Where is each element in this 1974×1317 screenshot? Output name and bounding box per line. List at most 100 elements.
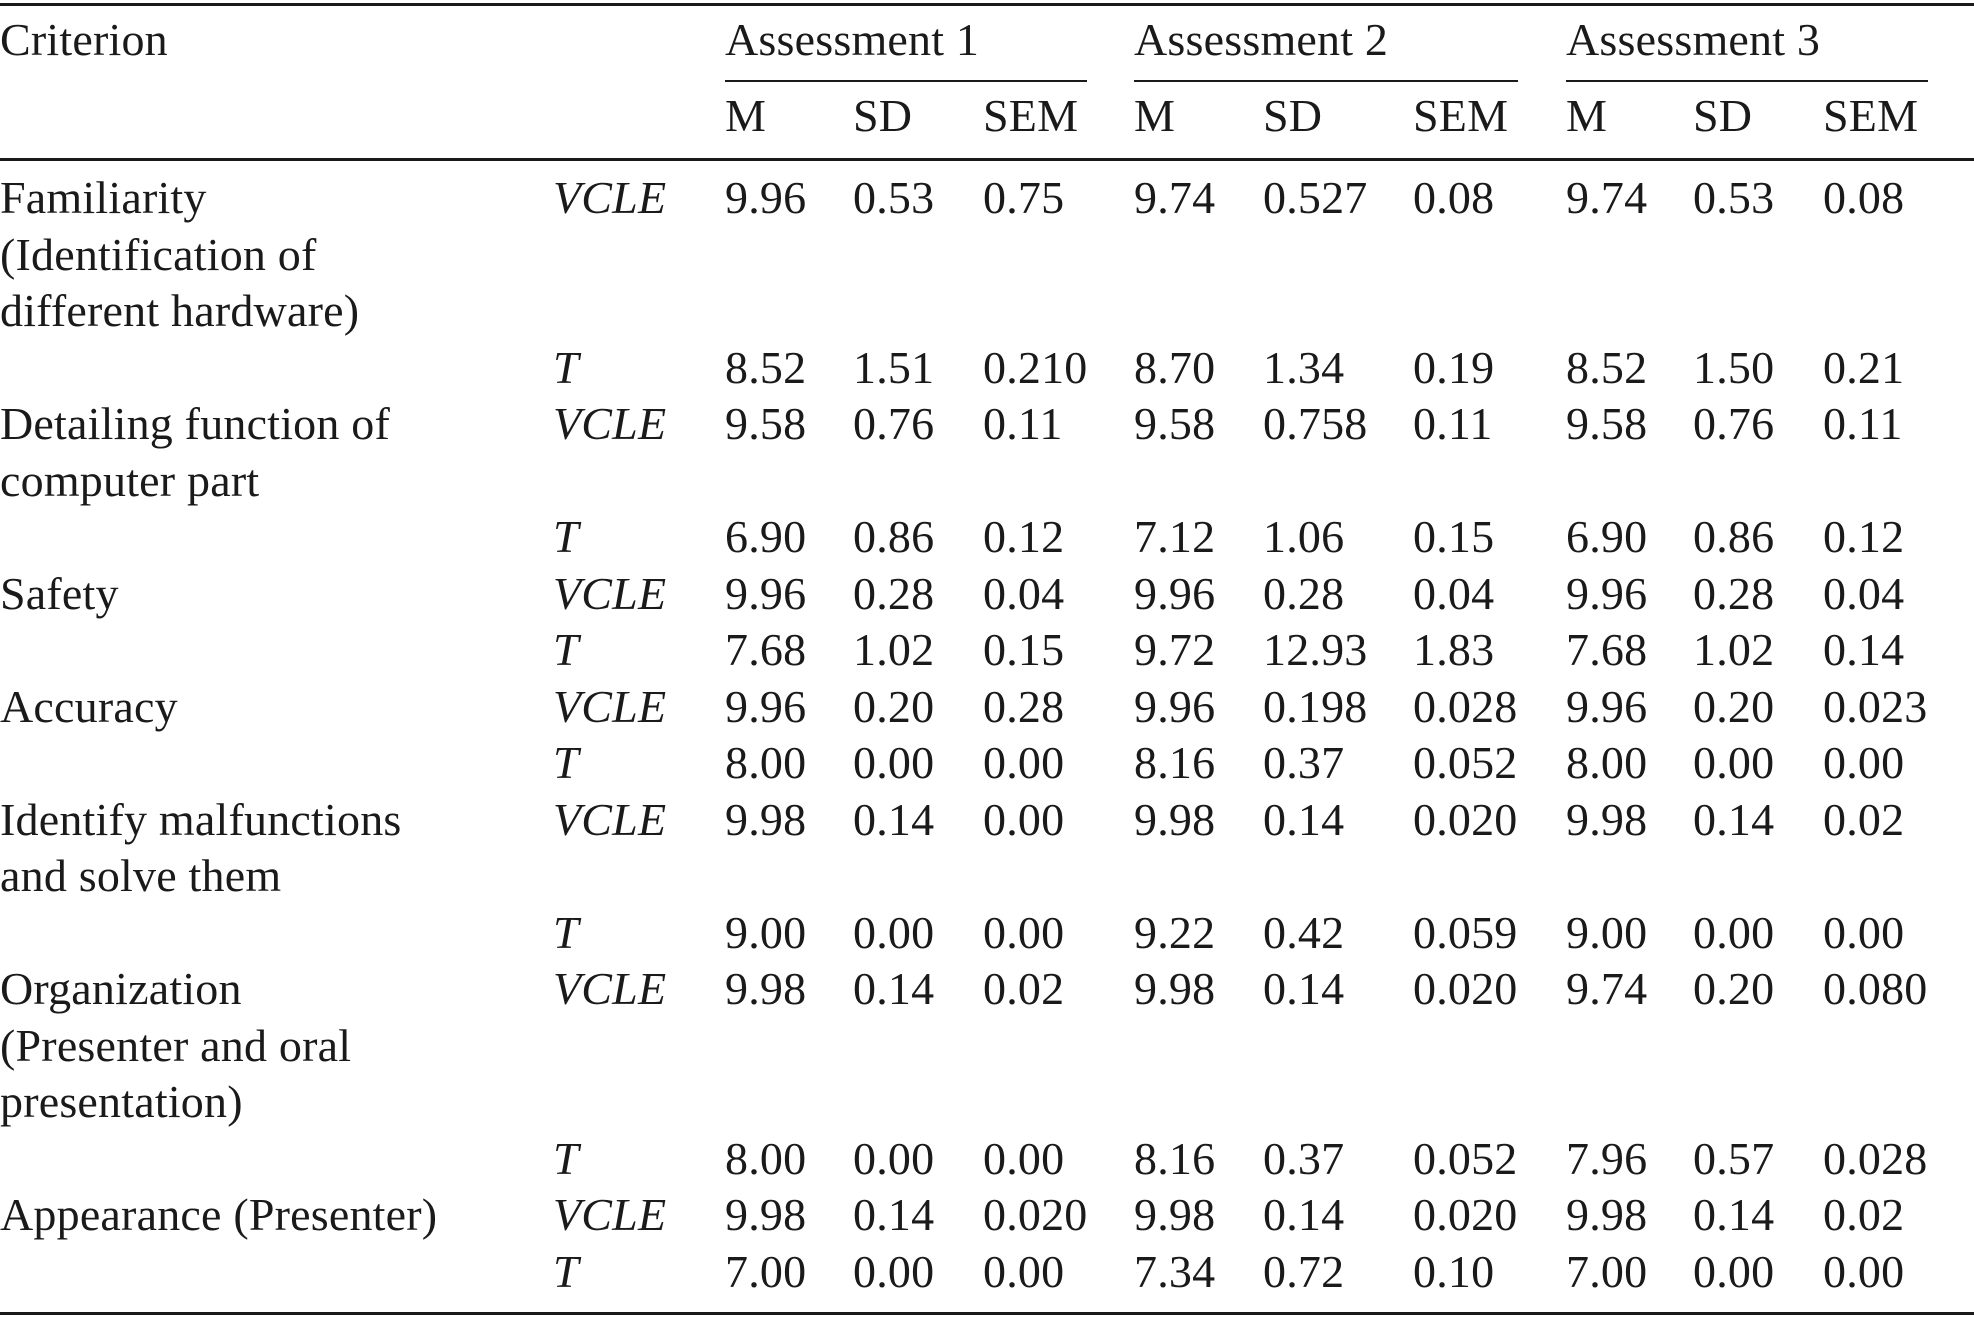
group-label: VCLE — [553, 398, 667, 449]
table-cell: 0.53 — [853, 172, 935, 223]
stat-header: M — [725, 90, 767, 141]
group-label: T — [553, 1132, 579, 1184]
table-cell: 9.98 — [1134, 963, 1216, 1014]
table-cell: 9.96 — [1566, 680, 1648, 732]
group-label: T — [553, 737, 579, 788]
group-label: T — [553, 341, 579, 393]
table-cell: 0.12 — [983, 511, 1065, 562]
stat-header: SEM — [983, 90, 1079, 141]
group-label: VCLE — [553, 172, 667, 223]
table-cell: 9.96 — [725, 680, 807, 732]
criterion-label: Safety — [0, 567, 119, 619]
group-label: VCLE — [553, 567, 667, 619]
table-cell: 9.96 — [1134, 680, 1216, 732]
table-cell: 8.00 — [725, 737, 807, 788]
table-cell: 0.14 — [1693, 1189, 1775, 1240]
table-cell: 0.20 — [1693, 680, 1775, 732]
table-cell: 7.00 — [1566, 1245, 1648, 1297]
table-cell: 6.90 — [1566, 511, 1648, 562]
table-cell: 0.00 — [1693, 737, 1775, 788]
stat-header: M — [1566, 90, 1608, 141]
table-cell: 0.10 — [1413, 1245, 1495, 1297]
table-cell: 8.00 — [1566, 737, 1648, 788]
table-cell: 0.04 — [983, 567, 1065, 619]
table-cell: 0.21 — [1823, 341, 1905, 393]
table-cell: 6.90 — [725, 511, 807, 562]
table-cell: 0.14 — [1823, 624, 1905, 675]
table-cell: 0.02 — [983, 963, 1065, 1014]
criterion-label: Appearance (Presenter) — [0, 1189, 438, 1240]
table-cell: 9.96 — [725, 567, 807, 619]
table-cell: 0.42 — [1263, 906, 1345, 958]
table-cell: 0.059 — [1413, 906, 1518, 958]
table-cell: 0.19 — [1413, 341, 1495, 393]
table-cell: 0.00 — [853, 737, 935, 788]
table-cell: 0.14 — [853, 1189, 935, 1240]
table-cell: 0.14 — [853, 963, 935, 1014]
table-cell: 0.023 — [1823, 680, 1928, 732]
table-cell: 8.70 — [1134, 341, 1216, 393]
table-cell: 9.74 — [1566, 963, 1648, 1014]
table-cell: 1.02 — [853, 624, 935, 675]
criterion-label: different hardware) — [0, 285, 360, 336]
table-cell: 9.00 — [725, 906, 807, 958]
table-cell: 0.00 — [853, 906, 935, 958]
group-label: T — [553, 624, 579, 675]
table-cell: 0.15 — [1413, 511, 1495, 562]
group-header: Assessment 1 — [725, 14, 980, 65]
criterion-label: (Identification of — [0, 228, 317, 280]
table-cell: 0.052 — [1413, 1132, 1518, 1184]
criterion-label: presentation) — [0, 1076, 243, 1127]
group-label: T — [553, 1245, 579, 1297]
table-cell: 0.28 — [1693, 567, 1775, 619]
table-cell: 0.00 — [1823, 737, 1905, 788]
criterion-label: Accuracy — [0, 680, 178, 732]
table-cell: 0.028 — [1823, 1132, 1928, 1184]
stat-header: SD — [1263, 90, 1323, 141]
table-cell: 0.28 — [983, 680, 1065, 732]
table-cell: 0.00 — [983, 1245, 1065, 1297]
criterion-label: Identify malfunctions — [0, 793, 402, 845]
table-cell: 0.00 — [853, 1132, 935, 1184]
table-cell: 7.00 — [725, 1245, 807, 1297]
criterion-header: Criterion — [0, 14, 168, 65]
table-cell: 7.68 — [1566, 624, 1648, 675]
table-cell: 1.83 — [1413, 624, 1495, 675]
table-cell: 0.08 — [1413, 172, 1495, 223]
group-underline — [1134, 80, 1518, 82]
table-cell: 0.210 — [983, 341, 1088, 393]
group-label: VCLE — [553, 680, 667, 732]
table-cell: 0.00 — [983, 906, 1065, 958]
table-cell: 0.020 — [1413, 793, 1518, 845]
table-cell: 0.53 — [1693, 172, 1775, 223]
table-cell: 0.15 — [983, 624, 1065, 675]
table-cell: 9.58 — [1134, 398, 1216, 449]
table-cell: 0.04 — [1823, 567, 1905, 619]
table-cell: 0.37 — [1263, 737, 1345, 788]
header-rule — [0, 158, 1974, 161]
table-cell: 0.76 — [1693, 398, 1775, 449]
stat-header: M — [1134, 90, 1176, 141]
table-cell: 9.98 — [725, 1189, 807, 1240]
table-cell: 0.28 — [853, 567, 935, 619]
table-cell: 9.74 — [1134, 172, 1216, 223]
table-cell: 1.51 — [853, 341, 935, 393]
table-cell: 1.02 — [1693, 624, 1775, 675]
criterion-label: Familiarity — [0, 172, 207, 223]
table-cell: 0.11 — [1823, 398, 1903, 449]
table-cell: 7.96 — [1566, 1132, 1648, 1184]
table-cell: 9.74 — [1566, 172, 1648, 223]
group-label: VCLE — [553, 963, 667, 1014]
bottom-rule — [0, 1312, 1974, 1315]
table-cell: 0.020 — [1413, 963, 1518, 1014]
table-cell: 9.98 — [725, 793, 807, 845]
table-cell: 0.198 — [1263, 680, 1368, 732]
table-cell: 0.00 — [983, 793, 1065, 845]
table-cell: 0.12 — [1823, 511, 1905, 562]
table-cell: 0.00 — [1693, 1245, 1775, 1297]
table-cell: 0.00 — [1693, 906, 1775, 958]
table-cell: 1.34 — [1263, 341, 1345, 393]
table-cell: 0.00 — [853, 1245, 935, 1297]
table-cell: 9.98 — [725, 963, 807, 1014]
